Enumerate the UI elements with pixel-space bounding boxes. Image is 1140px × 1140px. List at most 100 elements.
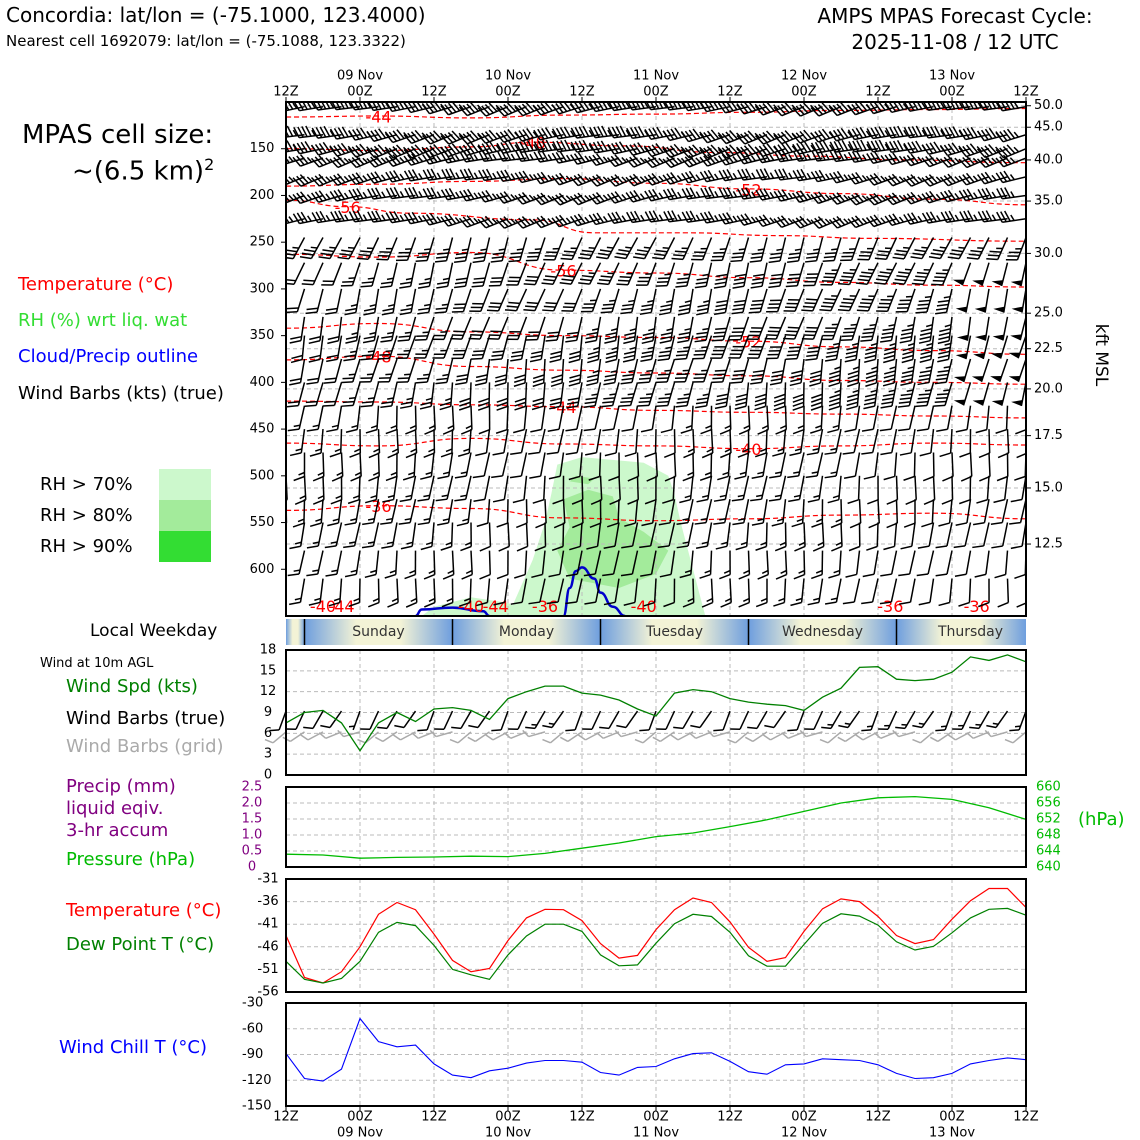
grid-wind-barb-barb bbox=[855, 734, 864, 741]
upper-wind-barb-barb bbox=[800, 149, 808, 161]
upper-wind-barb-barb bbox=[881, 331, 894, 335]
upper-wind-barb-barb bbox=[327, 522, 339, 527]
upper-wind-barb bbox=[377, 358, 398, 383]
upper-wind-barb-barb bbox=[459, 151, 467, 163]
upper-wind-barb-barb bbox=[675, 404, 688, 408]
upper-wind-barb-barb bbox=[818, 129, 827, 140]
upper-wind-barb bbox=[711, 316, 731, 342]
grid-wind-barb bbox=[912, 731, 934, 744]
upper-wind-barb-barb bbox=[610, 192, 620, 203]
upper-wind-barb-half-barb bbox=[706, 597, 713, 603]
upper-wind-barb bbox=[404, 550, 417, 580]
upper-wind-barb-barb bbox=[892, 152, 901, 163]
upper-wind-barb-barb bbox=[407, 169, 415, 181]
upper-wind-barb-half-barb bbox=[777, 448, 785, 452]
upper-wind-barb-barb bbox=[685, 211, 693, 222]
upper-wind-barb-barb bbox=[666, 188, 674, 200]
upper-wind-barb-barb bbox=[551, 195, 561, 206]
upper-wind-barb-half-barb bbox=[442, 471, 450, 475]
true-wind-barb bbox=[599, 710, 620, 730]
upper-wind-barb-barb bbox=[565, 451, 578, 456]
upper-wind-barb-barb bbox=[345, 428, 358, 433]
upper-wind-barb-staff bbox=[614, 522, 620, 547]
upper-wind-barb-barb bbox=[694, 521, 707, 525]
upper-wind-barb-staff bbox=[961, 262, 972, 286]
upper-wind-barb bbox=[664, 429, 676, 459]
upper-wind-barb-half-barb bbox=[658, 214, 664, 221]
upper-wind-barb-barb bbox=[450, 337, 462, 340]
upper-wind-barb-staff bbox=[853, 578, 861, 603]
true-wind-barb-staff bbox=[551, 710, 565, 728]
upper-wind-barb-staff bbox=[299, 358, 306, 383]
upper-wind-barb-barb bbox=[325, 573, 338, 577]
upper-wind-barb bbox=[847, 150, 879, 163]
upper-wind-barb-barb bbox=[528, 331, 540, 334]
upper-wind-barb-staff bbox=[410, 382, 417, 407]
upper-wind-barb-half-barb bbox=[769, 154, 775, 161]
upper-wind-barb-barb bbox=[906, 175, 916, 186]
upper-wind-barb bbox=[783, 288, 805, 312]
upper-wind-barb-barb bbox=[977, 601, 990, 608]
upper-wind-barb bbox=[675, 382, 694, 408]
upper-wind-barb-barb bbox=[936, 373, 949, 377]
upper-wind-barb-staff bbox=[982, 335, 990, 360]
upper-wind-barb-barb bbox=[423, 452, 435, 458]
upper-wind-barb bbox=[973, 335, 990, 360]
upper-wind-barb-barb bbox=[915, 275, 927, 278]
upper-wind-barb-barb bbox=[847, 129, 856, 140]
upper-wind-barb-half-barb bbox=[791, 145, 797, 152]
upper-wind-barb bbox=[311, 210, 342, 224]
grid-wind-barb bbox=[744, 731, 768, 743]
upper-wind-barb-barb bbox=[398, 251, 411, 254]
upper-wind-barb-barb bbox=[958, 190, 967, 201]
upper-wind-barb bbox=[343, 335, 361, 362]
upper-wind-barb-half-barb bbox=[835, 541, 843, 546]
upper-wind-barb-pennant bbox=[1011, 400, 1023, 406]
upper-wind-barb-barb bbox=[713, 285, 726, 289]
upper-wind-barb bbox=[347, 155, 379, 169]
upper-wind-barb-staff bbox=[335, 288, 343, 313]
weekday-cell bbox=[600, 619, 749, 645]
upper-wind-barb-barb bbox=[371, 210, 378, 222]
upper-wind-barb-barb bbox=[530, 428, 542, 433]
upper-wind-barb-barb bbox=[891, 192, 901, 203]
upper-wind-barb-half-barb bbox=[422, 331, 430, 334]
upper-wind-barb-half-barb bbox=[381, 191, 386, 198]
upper-wind-barb-barb bbox=[977, 130, 985, 142]
upper-wind-barb-barb bbox=[637, 381, 650, 384]
temperature-contour bbox=[286, 251, 1026, 288]
upper-wind-barb-barb bbox=[600, 102, 608, 110]
upper-wind-barb-barb bbox=[532, 173, 542, 185]
upper-wind-barb-barb bbox=[514, 573, 526, 579]
upper-wind-barb-barb bbox=[732, 307, 744, 311]
upper-wind-barb-barb bbox=[528, 601, 541, 605]
upper-wind-barb-barb bbox=[448, 214, 457, 225]
upper-wind-barb bbox=[286, 212, 305, 226]
upper-wind-barb bbox=[956, 316, 972, 341]
true-wind-barb-staff bbox=[574, 710, 583, 731]
upper-wind-barb-barb bbox=[684, 130, 693, 141]
upper-wind-barb bbox=[384, 550, 398, 579]
upper-wind-barb-barb bbox=[805, 358, 817, 361]
grid-wind-barb-staff bbox=[325, 731, 342, 739]
upper-wind-barb-barb bbox=[863, 405, 875, 410]
upper-wind-barb-barb bbox=[325, 311, 337, 315]
grid-wind-barb bbox=[707, 729, 731, 738]
upper-wind-barb-barb bbox=[711, 339, 724, 342]
upper-wind-barb-barb bbox=[696, 277, 709, 281]
upper-wind-barb-barb bbox=[770, 346, 782, 348]
upper-wind-barb-barb bbox=[504, 169, 512, 181]
grid-wind-barb-barb bbox=[449, 738, 459, 744]
upper-wind-barb-staff bbox=[599, 475, 603, 500]
upper-wind-barb bbox=[938, 499, 953, 527]
upper-wind-barb-barb bbox=[470, 334, 482, 337]
upper-wind-barb-staff bbox=[501, 452, 509, 477]
upper-wind-barb bbox=[738, 550, 751, 580]
upper-wind-barb-barb bbox=[922, 475, 935, 482]
upper-wind-barb-barb bbox=[381, 545, 393, 549]
upper-wind-barb bbox=[548, 550, 565, 578]
nearest-cell-subtitle: Nearest cell 1692079: lat/lon = (-75.108… bbox=[6, 32, 406, 50]
upper-wind-barb-pennant bbox=[971, 376, 984, 382]
upper-wind-barb-barb bbox=[444, 151, 453, 163]
upper-wind-barb-barb bbox=[878, 126, 886, 137]
